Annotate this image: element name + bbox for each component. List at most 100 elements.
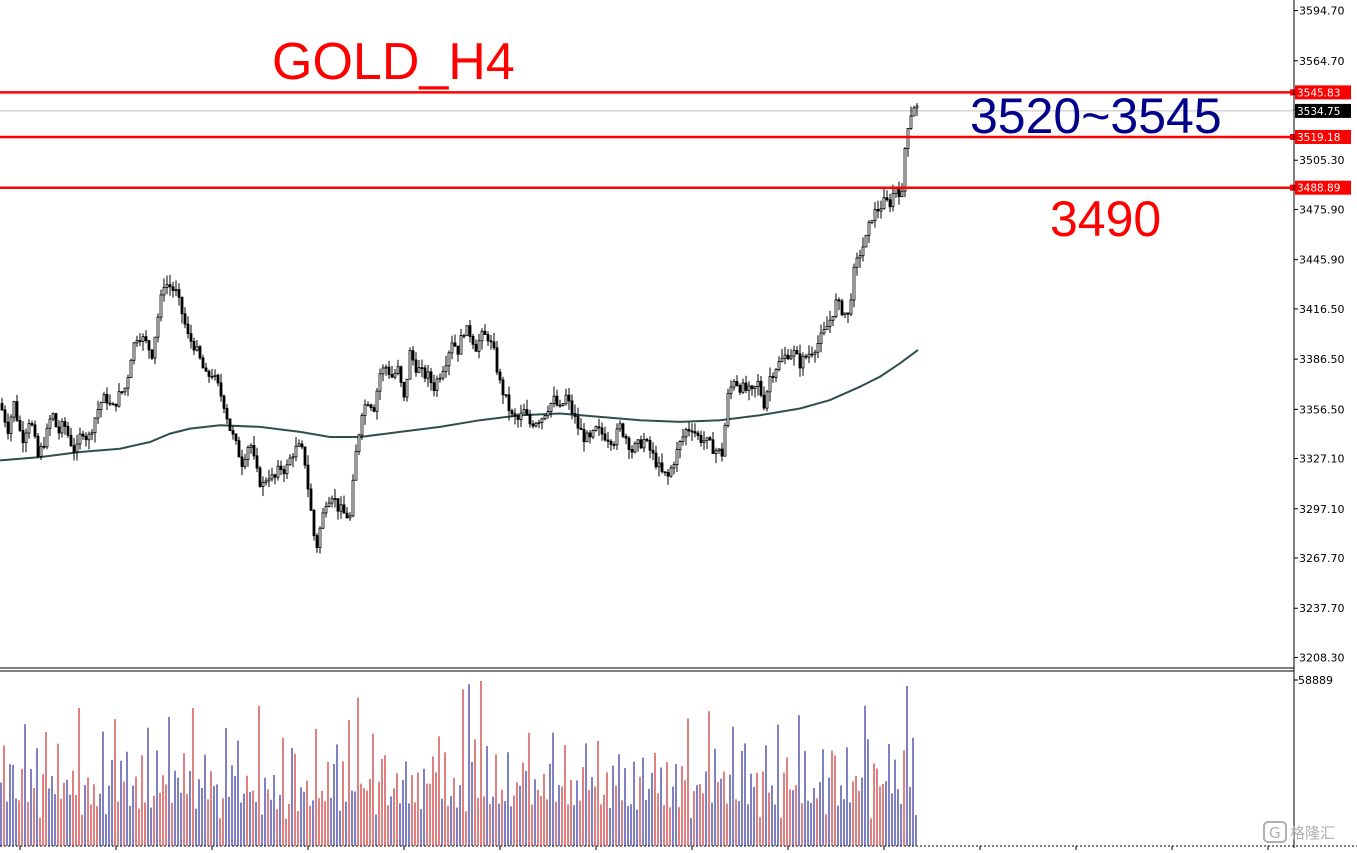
candle-body — [300, 443, 304, 448]
candle-body — [135, 340, 139, 344]
candle-body — [279, 465, 283, 470]
candle-body — [801, 355, 805, 369]
candle-body — [750, 385, 754, 389]
candle-body — [867, 222, 871, 236]
candle-body — [501, 379, 505, 396]
candle-body — [156, 316, 160, 338]
candle-body — [495, 347, 499, 373]
candle-body — [708, 437, 712, 441]
candle-body — [120, 391, 124, 394]
candle-body — [234, 433, 238, 442]
candle-body — [153, 336, 157, 359]
candle-body — [285, 464, 289, 475]
candle-body — [243, 459, 247, 467]
candle-body — [741, 382, 745, 393]
candle-body — [435, 378, 439, 392]
price-level-label: 3545.83 — [1297, 87, 1340, 99]
candle-body — [12, 401, 16, 418]
candle-body — [516, 415, 520, 420]
candle-body — [60, 421, 64, 434]
candle-body — [666, 472, 670, 477]
candle-body — [780, 357, 784, 362]
candle-body — [609, 440, 613, 445]
candle-body — [21, 429, 25, 444]
candle-body — [264, 480, 268, 483]
price-level-handle — [1290, 89, 1296, 96]
candle-body — [312, 510, 316, 537]
candle-body — [699, 435, 703, 443]
candle-body — [84, 435, 88, 441]
candle-body — [465, 325, 469, 336]
y-tick-label: 3475.90 — [1299, 203, 1345, 216]
candle-body — [420, 367, 424, 370]
candle-body — [219, 382, 223, 397]
candle-body — [429, 371, 433, 384]
watermark-text: 格隆汇 — [1290, 824, 1335, 842]
candle-body — [213, 374, 217, 377]
candle-body — [168, 284, 172, 288]
candle-body — [486, 334, 490, 342]
candle-body — [909, 115, 913, 129]
volume-pane: 58889 — [0, 674, 1333, 846]
candle-body — [480, 330, 484, 342]
candle-body — [654, 452, 658, 468]
candle-body — [771, 376, 775, 378]
candle-body — [705, 437, 709, 442]
candle-body — [309, 488, 313, 511]
moving-average-line — [0, 349, 919, 462]
candle-body — [63, 421, 67, 427]
candle-body — [405, 378, 409, 398]
candle-body — [570, 400, 574, 414]
candle-body — [78, 433, 82, 445]
candle-body — [717, 448, 721, 452]
candle-body — [483, 330, 487, 335]
candle-body — [150, 349, 154, 359]
candle-body — [783, 354, 787, 359]
candle-body — [747, 385, 751, 391]
price-level-tag — [1295, 129, 1351, 144]
candle-body — [579, 427, 583, 430]
candle-body — [696, 432, 700, 436]
candle-body — [915, 105, 919, 109]
y-tick-label: 3594.70 — [1299, 5, 1345, 18]
candle-body — [702, 440, 706, 443]
candle-body — [813, 351, 817, 355]
candle-body — [594, 426, 598, 431]
candle-body — [777, 361, 781, 370]
candle-body — [33, 424, 37, 437]
candle-body — [804, 355, 808, 358]
candle-body — [843, 312, 847, 316]
candle-body — [339, 504, 343, 512]
candle-body — [669, 467, 673, 477]
candle-body — [828, 319, 832, 327]
candle-body — [327, 502, 331, 507]
candle-body — [27, 423, 31, 434]
candle-body — [450, 342, 454, 354]
candle-body — [591, 429, 595, 438]
candle-body — [522, 409, 526, 414]
candle-body — [459, 335, 463, 355]
candle-body — [81, 433, 85, 437]
price-level-handle — [1290, 184, 1296, 191]
candle-body — [336, 498, 340, 512]
candle-body — [798, 353, 802, 369]
candle-body — [507, 394, 511, 412]
watermark-logo-icon — [1263, 821, 1287, 843]
candle-body — [246, 447, 250, 460]
candle-body — [90, 432, 94, 435]
candle-body — [48, 418, 52, 429]
candle-body — [414, 359, 418, 373]
candle-body — [612, 444, 616, 446]
candle-body — [372, 407, 376, 412]
candle-body — [693, 431, 697, 434]
candle-body — [189, 333, 193, 342]
candle-body — [651, 449, 655, 454]
price-levels-layer — [0, 89, 1296, 191]
candle-body — [261, 481, 265, 487]
candle-body — [630, 449, 634, 453]
candle-body — [795, 350, 799, 355]
candle-body — [411, 350, 415, 361]
candle-body — [9, 416, 13, 434]
watermark-logo-letter: G — [1269, 824, 1281, 842]
y-tick-label: 3297.10 — [1299, 503, 1345, 516]
